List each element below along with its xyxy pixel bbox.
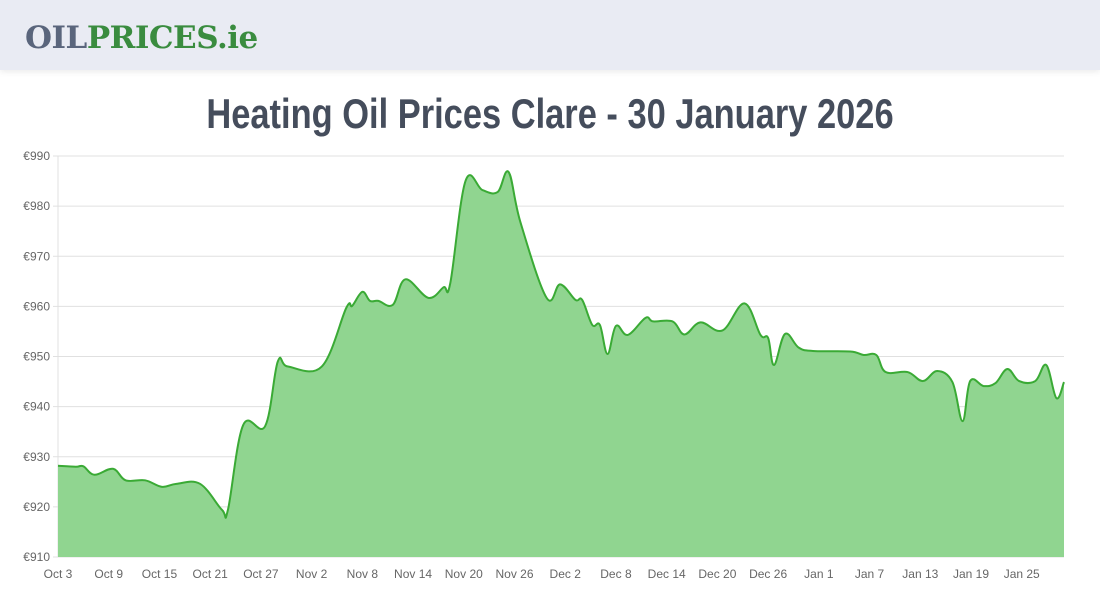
x-tick-label: Dec 2 <box>550 567 582 581</box>
y-tick-label: €960 <box>23 299 50 313</box>
x-tick-label: Oct 21 <box>192 567 228 581</box>
y-tick-label: €910 <box>23 550 50 564</box>
y-tick-label: €980 <box>23 199 50 213</box>
price-chart-svg: €910 €920 €930 €940 €950 €960 €970 €980 €990 Oct… <box>23 149 1065 581</box>
logo-text-prices: PRICES <box>86 20 218 56</box>
x-tick-label: Nov 14 <box>394 567 432 581</box>
x-tick-label: Oct 3 <box>44 567 73 581</box>
x-tick-label: Dec 20 <box>698 567 736 581</box>
x-tick-label: Oct 15 <box>142 567 178 581</box>
y-tick-label: €940 <box>23 400 50 414</box>
price-chart: €910 €920 €930 €940 €950 €960 €970 €980 €990 Oct… <box>0 140 1100 600</box>
page-title: Heating Oil Prices Clare - 30 January 20… <box>206 90 894 137</box>
x-tick-label: Nov 2 <box>296 567 328 581</box>
y-tick-label: €950 <box>23 350 50 364</box>
x-tick-label: Nov 20 <box>445 567 483 581</box>
x-tick-label: Nov 8 <box>347 567 379 581</box>
x-tick-label: Jan 7 <box>855 567 885 581</box>
x-tick-label: Nov 26 <box>495 567 533 581</box>
logo-text-domain: .ie <box>216 20 258 56</box>
y-tick-label: €970 <box>23 249 50 263</box>
x-tick-label: Oct 27 <box>243 567 279 581</box>
x-tick-label: Dec 14 <box>648 567 686 581</box>
site-header: OILPRICES.ie <box>0 0 1100 70</box>
x-tick-label: Jan 1 <box>804 567 834 581</box>
y-tick-label: €990 <box>23 149 50 163</box>
x-tick-label: Jan 19 <box>953 567 989 581</box>
price-line <box>57 170 1065 519</box>
y-tick-label: €920 <box>23 500 50 514</box>
x-tick-label: Oct 9 <box>94 567 123 581</box>
x-tick-label: Dec 26 <box>749 567 787 581</box>
logo-text-oil: OIL <box>25 20 87 56</box>
site-logo[interactable]: OILPRICES.ie <box>25 18 258 58</box>
x-tick-label: Dec 8 <box>600 567 632 581</box>
x-tick-label: Jan 13 <box>902 567 938 581</box>
price-area-fill <box>58 171 1064 558</box>
x-tick-label: Jan 25 <box>1004 567 1040 581</box>
y-axis: €910 €920 €930 €940 €950 €960 €970 €980 €990 <box>23 149 59 564</box>
y-tick-label: €930 <box>23 450 50 464</box>
x-axis: Oct 3 Oct 9 Oct 15 Oct 21 Oct 27 Nov 2 Nov 8 No… <box>44 567 1040 581</box>
